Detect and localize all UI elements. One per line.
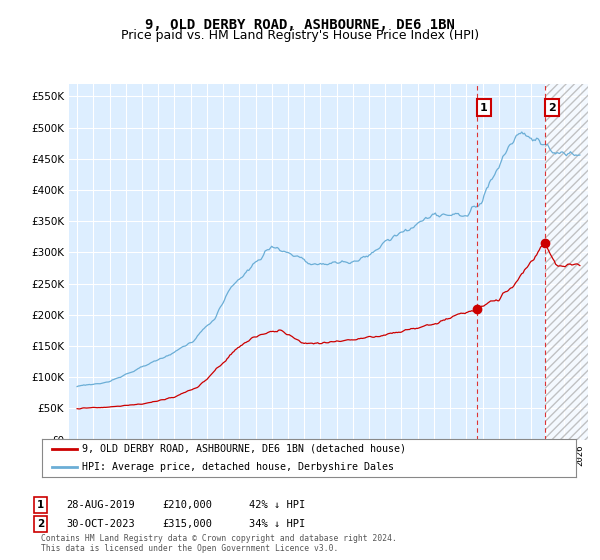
Text: HPI: Average price, detached house, Derbyshire Dales: HPI: Average price, detached house, Derb… <box>82 462 394 472</box>
Text: 9, OLD DERBY ROAD, ASHBOURNE, DE6 1BN: 9, OLD DERBY ROAD, ASHBOURNE, DE6 1BN <box>145 18 455 32</box>
Text: 1: 1 <box>480 102 488 113</box>
Bar <box>545 84 588 440</box>
Text: 42% ↓ HPI: 42% ↓ HPI <box>249 500 305 510</box>
Bar <box>477 84 545 440</box>
Text: 34% ↓ HPI: 34% ↓ HPI <box>249 519 305 529</box>
Text: 2: 2 <box>37 519 44 529</box>
Text: 1: 1 <box>37 500 44 510</box>
Text: 2: 2 <box>548 102 556 113</box>
Text: 28-AUG-2019: 28-AUG-2019 <box>66 500 135 510</box>
Text: Price paid vs. HM Land Registry's House Price Index (HPI): Price paid vs. HM Land Registry's House … <box>121 29 479 42</box>
Bar <box>545 84 588 440</box>
Text: £315,000: £315,000 <box>162 519 212 529</box>
Text: 30-OCT-2023: 30-OCT-2023 <box>66 519 135 529</box>
Text: Contains HM Land Registry data © Crown copyright and database right 2024.
This d: Contains HM Land Registry data © Crown c… <box>41 534 397 553</box>
Text: £210,000: £210,000 <box>162 500 212 510</box>
Text: 9, OLD DERBY ROAD, ASHBOURNE, DE6 1BN (detached house): 9, OLD DERBY ROAD, ASHBOURNE, DE6 1BN (d… <box>82 444 406 454</box>
